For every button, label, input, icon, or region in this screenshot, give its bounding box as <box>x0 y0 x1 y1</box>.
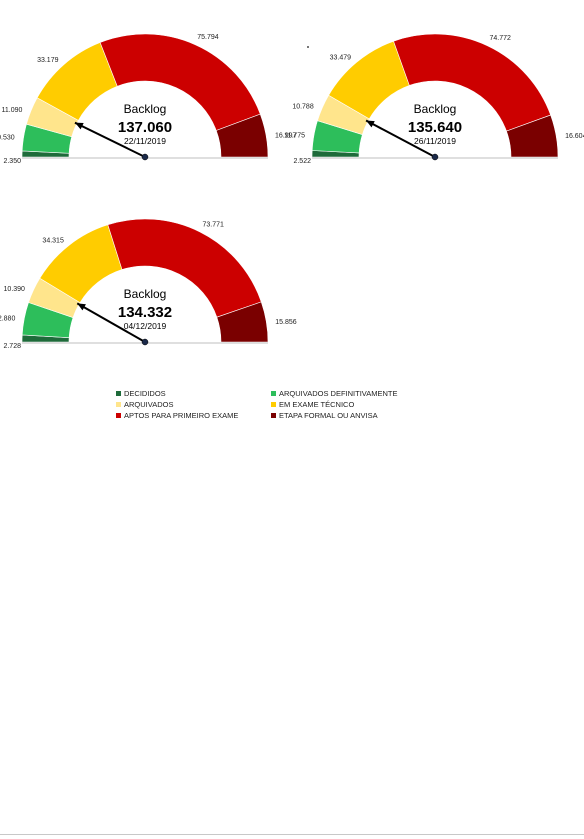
legend-swatch <box>271 413 276 418</box>
gauge-title: Backlog <box>124 102 167 116</box>
legend-item-aptos-para-primeiro-exame: APTOS PARA PRIMEIRO EXAME <box>116 411 238 420</box>
gauge-value-label: 16.604 <box>565 133 584 140</box>
gauge-segment-aptos-para-primeiro-exame <box>100 34 260 131</box>
legend-item-etapa-formal-ou-anvisa: ETAPA FORMAL OU ANVISA <box>271 411 378 420</box>
legend-item-em-exame-tecnico: EM EXAME TÉCNICO <box>271 400 354 409</box>
gauge-value-label: 2.728 <box>3 343 21 350</box>
legend-item-arquivados: ARQUIVADOS <box>116 400 173 409</box>
gauge-chart-1: 2.35010.53011.09033.17975.79416.997Backl… <box>0 25 290 195</box>
gauge-total-value: 134.332 <box>118 304 172 321</box>
legend: DECIDIDOS ARQUIVADOS DEFINITIVAMENTE ARQ… <box>116 389 416 423</box>
gauge-needle-pivot <box>432 154 438 160</box>
gauge-value-label: 75.794 <box>197 34 219 41</box>
gauge-value-label: 33.479 <box>330 55 352 62</box>
legend-item-decididos: DECIDIDOS <box>116 389 166 398</box>
legend-swatch <box>116 413 121 418</box>
gauge-value-label: 11.775 <box>284 133 305 140</box>
legend-swatch <box>271 391 276 396</box>
legend-item-arquivados-definitivamente: ARQUIVADOS DEFINITIVAMENTE <box>271 389 397 398</box>
gauge-value-label: 33.179 <box>37 57 59 64</box>
gauge-value-label: 2.522 <box>293 158 311 165</box>
legend-label: ARQUIVADOS <box>124 400 173 409</box>
gauge-date: 22/11/2019 <box>124 136 166 146</box>
gauge-value-label: 10.390 <box>4 286 26 293</box>
gauge-value-label: 10.530 <box>0 135 15 142</box>
gauge-needle-pivot <box>142 339 148 345</box>
legend-swatch <box>116 402 121 407</box>
gauge-segment-aptos-para-primeiro-exame <box>394 34 551 131</box>
gauge-total-value: 135.640 <box>408 119 462 136</box>
gauge-total-value: 137.060 <box>118 119 172 136</box>
gauge-value-label: 73.771 <box>202 222 224 229</box>
legend-label: ARQUIVADOS DEFINITIVAMENTE <box>279 389 397 398</box>
gauge-value-label: 11.090 <box>2 107 23 114</box>
gauge-value-label: 10.788 <box>292 104 314 111</box>
gauge-title: Backlog <box>414 102 457 116</box>
gauge-title: Backlog <box>124 287 167 301</box>
gauge-value-label: 34.315 <box>42 237 64 244</box>
legend-label: EM EXAME TÉCNICO <box>279 400 354 409</box>
gauge-chart-2: 2.52211.77510.78833.47974.77216.604Backl… <box>290 25 580 195</box>
legend-label: APTOS PARA PRIMEIRO EXAME <box>124 411 238 420</box>
gauge-date: 26/11/2019 <box>414 136 456 146</box>
stray-dot <box>307 46 309 48</box>
gauge-value-label: 12.880 <box>0 316 15 323</box>
gauge-value-label: 15.856 <box>275 319 297 326</box>
legend-swatch <box>116 391 121 396</box>
page-bottom-border <box>0 834 584 835</box>
gauge-segment-aptos-para-primeiro-exame <box>108 219 261 317</box>
gauge-chart-3: 2.72812.88010.39034.31573.77115.856Backl… <box>0 210 290 380</box>
gauge-needle-pivot <box>142 154 148 160</box>
gauge-date: 04/12/2019 <box>124 321 167 331</box>
legend-label: ETAPA FORMAL OU ANVISA <box>279 411 378 420</box>
legend-label: DECIDIDOS <box>124 389 166 398</box>
legend-swatch <box>271 402 276 407</box>
gauge-value-label: 2.350 <box>3 158 21 165</box>
gauge-value-label: 74.772 <box>489 35 511 42</box>
